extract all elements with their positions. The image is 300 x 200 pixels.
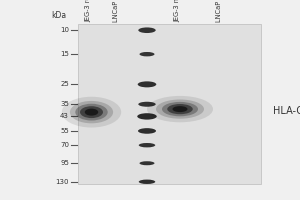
Text: kDa: kDa [51,11,66,21]
Text: JEG-3 red.: JEG-3 red. [85,0,91,22]
Text: JEG-3 non-red.: JEG-3 non-red. [174,0,180,22]
Bar [78,24,261,184]
Ellipse shape [139,143,155,147]
Ellipse shape [80,106,103,118]
Ellipse shape [156,100,204,119]
Ellipse shape [75,104,108,121]
Ellipse shape [162,102,198,116]
Ellipse shape [62,97,121,128]
Ellipse shape [172,106,188,112]
Ellipse shape [139,180,155,184]
Text: 130: 130 [56,179,69,185]
Ellipse shape [138,81,156,87]
Text: 43: 43 [60,113,69,119]
Ellipse shape [140,161,154,165]
Ellipse shape [138,128,156,134]
Ellipse shape [85,109,98,116]
Text: 55: 55 [60,128,69,134]
Text: 15: 15 [60,51,69,57]
Text: 35: 35 [60,101,69,107]
Text: HLA-G: HLA-G [273,106,300,116]
Ellipse shape [138,27,156,33]
Ellipse shape [137,113,157,120]
Text: 10: 10 [60,27,69,33]
Ellipse shape [140,52,154,56]
Text: LNCaP red.: LNCaP red. [112,0,118,22]
Text: LNCaP non-red.: LNCaP non-red. [216,0,222,22]
Text: 25: 25 [60,81,69,87]
Ellipse shape [70,101,113,123]
Text: 95: 95 [60,160,69,166]
Text: 70: 70 [60,142,69,148]
Ellipse shape [138,102,156,107]
Ellipse shape [167,104,193,114]
Ellipse shape [147,96,213,122]
